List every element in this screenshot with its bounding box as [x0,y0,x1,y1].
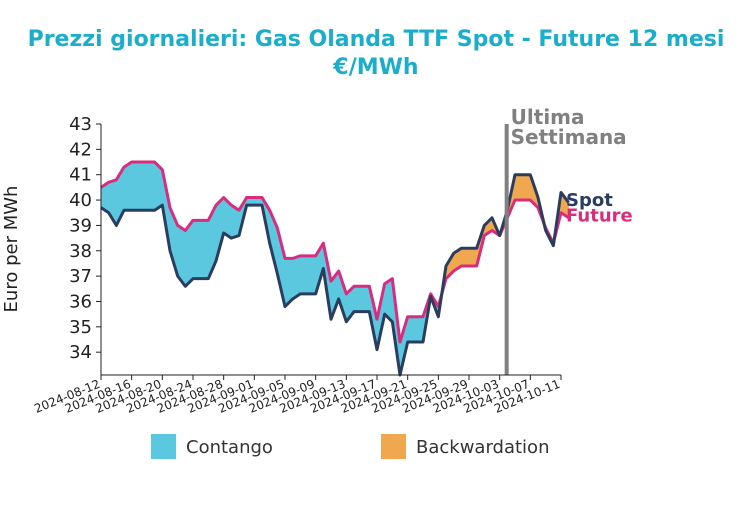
series-label-future: Future [566,205,633,226]
chart-subtitle: €/MWh [332,55,418,80]
y-tick-label: 34 [69,342,92,363]
legend-label-backwardation: Backwardation [416,437,549,458]
annotation-label-2: Settimana [511,125,627,149]
fill-layer [100,161,569,376]
y-tick-label: 35 [69,317,92,338]
y-tick-label: 41 [69,165,92,186]
y-axis-label: Euro per MWh [1,186,22,313]
spot-line [100,173,570,377]
chart-title: Prezzi giornalieri: Gas Olanda TTF Spot … [28,27,725,52]
legend-swatch-backwardation [381,434,406,459]
contango-fill [300,255,316,295]
series-label-spot: Spot [566,190,613,211]
y-tick-label: 39 [69,215,92,236]
legend-swatch-contango [151,434,176,459]
y-tick-label: 36 [69,291,92,312]
y-tick-label: 42 [69,139,92,160]
contango-fill [131,161,155,211]
line-layer [100,160,570,377]
backwardation-fill [461,248,477,267]
contango-fill [123,161,132,211]
backwardation-fill [514,174,531,201]
contango-fill [292,255,301,300]
contango-fill [353,286,370,312]
future-line [100,160,570,344]
legend-label-contango: Contango [186,437,273,458]
contango-fill [192,220,209,279]
annotation-label-1: Ultima [511,105,585,129]
y-tick-label: 40 [69,190,92,211]
y-tick-label: 37 [69,266,92,287]
y-tick-label: 43 [69,114,92,135]
contango-fill [407,316,424,343]
y-tick-label: 38 [69,241,92,262]
